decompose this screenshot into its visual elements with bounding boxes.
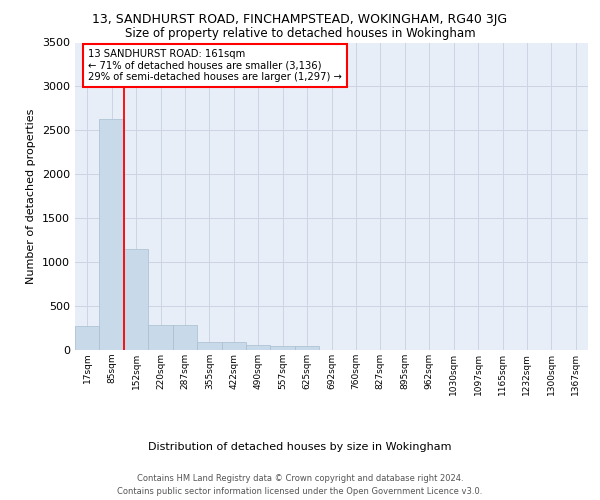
Text: Distribution of detached houses by size in Wokingham: Distribution of detached houses by size …: [148, 442, 452, 452]
Bar: [148, 326, 173, 350]
Bar: [295, 346, 319, 350]
Bar: [246, 345, 271, 350]
Bar: [124, 248, 148, 350]
Bar: [100, 119, 124, 350]
Text: Contains HM Land Registry data © Crown copyright and database right 2024.: Contains HM Land Registry data © Crown c…: [137, 474, 463, 483]
Bar: [75, 326, 100, 350]
Bar: [173, 326, 197, 350]
Bar: [271, 346, 295, 350]
Text: Contains public sector information licensed under the Open Government Licence v3: Contains public sector information licen…: [118, 488, 482, 496]
Bar: [197, 342, 221, 350]
Text: Size of property relative to detached houses in Wokingham: Size of property relative to detached ho…: [125, 28, 475, 40]
Text: 13 SANDHURST ROAD: 161sqm
← 71% of detached houses are smaller (3,136)
29% of se: 13 SANDHURST ROAD: 161sqm ← 71% of detac…: [88, 48, 343, 82]
Y-axis label: Number of detached properties: Number of detached properties: [26, 108, 37, 284]
Bar: [221, 342, 246, 350]
Text: 13, SANDHURST ROAD, FINCHAMPSTEAD, WOKINGHAM, RG40 3JG: 13, SANDHURST ROAD, FINCHAMPSTEAD, WOKIN…: [92, 12, 508, 26]
